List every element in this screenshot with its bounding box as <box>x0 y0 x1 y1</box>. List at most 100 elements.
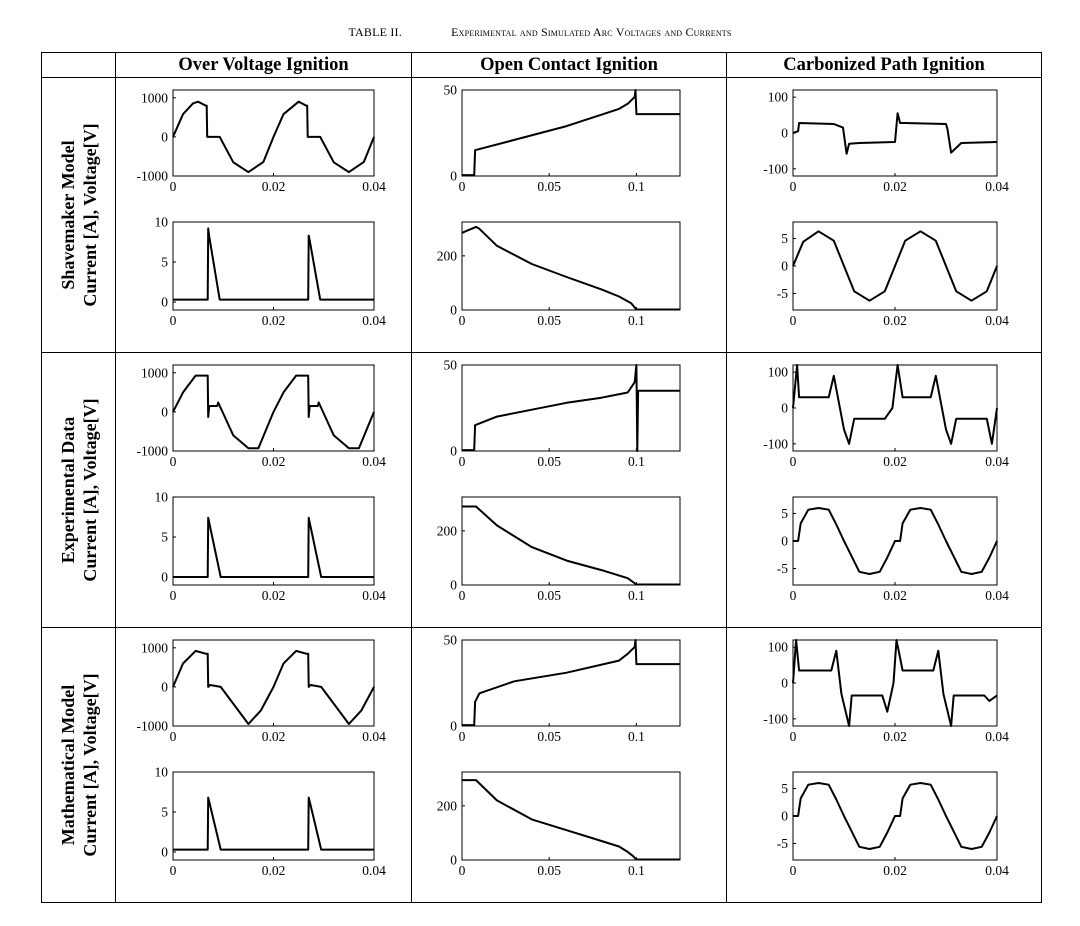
experimental-over-current-plot: 0 0.02 0.04 0 5 10 <box>155 490 387 604</box>
x-tick-label: 0 <box>170 313 177 328</box>
shavemaker-carbon-current-plot: 0 0.02 0.04-505 <box>777 221 1009 328</box>
x-tick-label: 0 <box>790 454 797 469</box>
x-tick-label: 0.02 <box>883 863 907 878</box>
y-tick-label: 0 <box>450 719 457 734</box>
x-tick-label: 0.04 <box>985 179 1009 194</box>
y-tick-label: 200 <box>437 523 458 538</box>
cell-mathematical-over: 0 0.02 0.04 -1000 0 1000 0 0.02 0.04 0 5 10 <box>115 627 412 903</box>
y-tick-label: 100 <box>768 90 789 105</box>
cell-mathematical-carbon: 0 0.02 0.04 -100 0 100 0 0.02 0.04 -5 0 5 <box>726 627 1042 903</box>
y-tick-label: 0 <box>161 570 168 585</box>
row-label-shavemaker: Shavemaker Model Current [A], Voltage[V] <box>41 77 116 353</box>
y-tick-label: -100 <box>763 436 788 451</box>
x-tick-label: 0 <box>459 454 466 469</box>
row-label-line2: Current [A], Voltage[V] <box>79 673 100 857</box>
y-tick-label: 0 <box>161 679 168 694</box>
row-label-line1: Experimental Data <box>57 416 78 564</box>
y-tick-label: 0 <box>781 676 788 691</box>
series-line-current <box>173 516 374 578</box>
cell-experimental-over: 0 0.02 0.04 -1000 0 1000 0 0.02 0.04 0 5 10 <box>115 352 412 628</box>
y-tick-label: 1000 <box>141 365 168 380</box>
y-tick-label: 50 <box>444 633 458 648</box>
cell-shavemaker-carbon: 0 0.02 0.04 -100 0 100 0 0.02 0.04 -5 0 5 <box>726 77 1042 353</box>
x-tick-label: 0.04 <box>362 179 386 194</box>
y-tick-label: 100 <box>768 640 789 655</box>
x-tick-label: 0.02 <box>262 454 286 469</box>
results-table: Over Voltage Ignition Open Contact Ignit… <box>41 52 1042 903</box>
x-tick-label: 0 <box>459 179 466 194</box>
y-tick-label: 5 <box>161 530 168 545</box>
x-tick-label: 0.02 <box>262 729 286 744</box>
y-tick-label: 10 <box>155 490 169 505</box>
x-tick-label: 0 <box>790 313 797 328</box>
y-tick-label: 0 <box>161 404 168 419</box>
axes-frame <box>172 496 375 586</box>
series-line-voltage <box>792 639 998 727</box>
shavemaker-open-current-plot: 0 0.05 0.1 0 200 <box>437 221 681 328</box>
x-tick-label: 0.04 <box>985 729 1009 744</box>
y-tick-label: -5 <box>777 836 788 851</box>
y-tick-label: 0 <box>161 129 168 144</box>
row-label-line1: Shavemaker Model <box>57 140 78 290</box>
x-tick-label: 0 <box>459 729 466 744</box>
row-label-line2: Current [A], Voltage[V] <box>79 123 100 307</box>
x-tick-label: 0.1 <box>628 313 645 328</box>
series-line-current <box>793 507 998 575</box>
row-label-mathematical: Mathematical Model Current [A], Voltage[… <box>41 627 116 903</box>
axes-frame <box>461 89 681 177</box>
series-line-voltage <box>462 89 680 177</box>
x-tick-label: 0.02 <box>262 179 286 194</box>
y-tick-label: 5 <box>781 781 788 796</box>
x-tick-label: 0 <box>790 863 797 878</box>
x-tick-label: 0.04 <box>985 863 1009 878</box>
y-tick-label: 10 <box>155 215 169 230</box>
x-tick-label: 0.04 <box>985 313 1009 328</box>
x-tick-label: 0.05 <box>537 179 561 194</box>
series-line-current <box>462 779 680 861</box>
axes-frame <box>461 639 681 727</box>
series-line-current <box>462 505 680 586</box>
y-tick-label: 5 <box>161 255 168 270</box>
x-tick-label: 0 <box>170 729 177 744</box>
axes-frame <box>792 364 998 452</box>
axes-frame <box>172 364 375 452</box>
cell-shavemaker-open: 0 0.05 0.1 0 50 0 0.05 0.1 0 200 <box>411 77 727 353</box>
y-tick-label: 0 <box>161 295 168 310</box>
cell-experimental-open: 0 0.05 0.1 0 50 0 0.05 0.1 0 200 <box>411 352 727 628</box>
corner-cell <box>41 52 116 78</box>
y-tick-label: 5 <box>781 231 788 246</box>
axes-frame <box>172 89 375 177</box>
x-tick-label: 0 <box>170 454 177 469</box>
x-tick-label: 0.05 <box>537 588 561 603</box>
row-experimental: Experimental Data Current [A], Voltage[V… <box>41 352 1042 628</box>
x-tick-label: 0.04 <box>985 588 1009 603</box>
y-tick-label: 50 <box>444 358 458 373</box>
y-tick-label: 0 <box>450 169 457 184</box>
x-tick-label: 0 <box>790 729 797 744</box>
table-caption: TABLE II. Experimental and Simulated Arc… <box>0 25 1080 40</box>
y-tick-label: 0 <box>781 126 788 141</box>
x-tick-label: 0 <box>459 588 466 603</box>
cell-mathematical-open: 0 0.05 0.1 0 50 0 0.05 0.1 0 200 <box>411 627 727 903</box>
y-tick-label: 200 <box>437 248 458 263</box>
y-tick-label: 200 <box>437 798 458 813</box>
y-tick-label: -5 <box>777 286 788 301</box>
shavemaker-over-current-plot: 0 0.02 0.04 0 5 10 <box>155 215 387 329</box>
x-tick-label: 0.02 <box>262 588 286 603</box>
y-tick-label: 10 <box>155 765 169 780</box>
y-tick-label: 5 <box>161 805 168 820</box>
row-label-experimental: Experimental Data Current [A], Voltage[V… <box>41 352 116 628</box>
x-tick-label: 0.04 <box>362 313 386 328</box>
experimental-open-voltage-plot: 0 0.05 0.1 0 50 <box>444 358 681 469</box>
row-label-line2: Current [A], Voltage[V] <box>79 398 100 582</box>
axes-frame <box>461 364 681 452</box>
